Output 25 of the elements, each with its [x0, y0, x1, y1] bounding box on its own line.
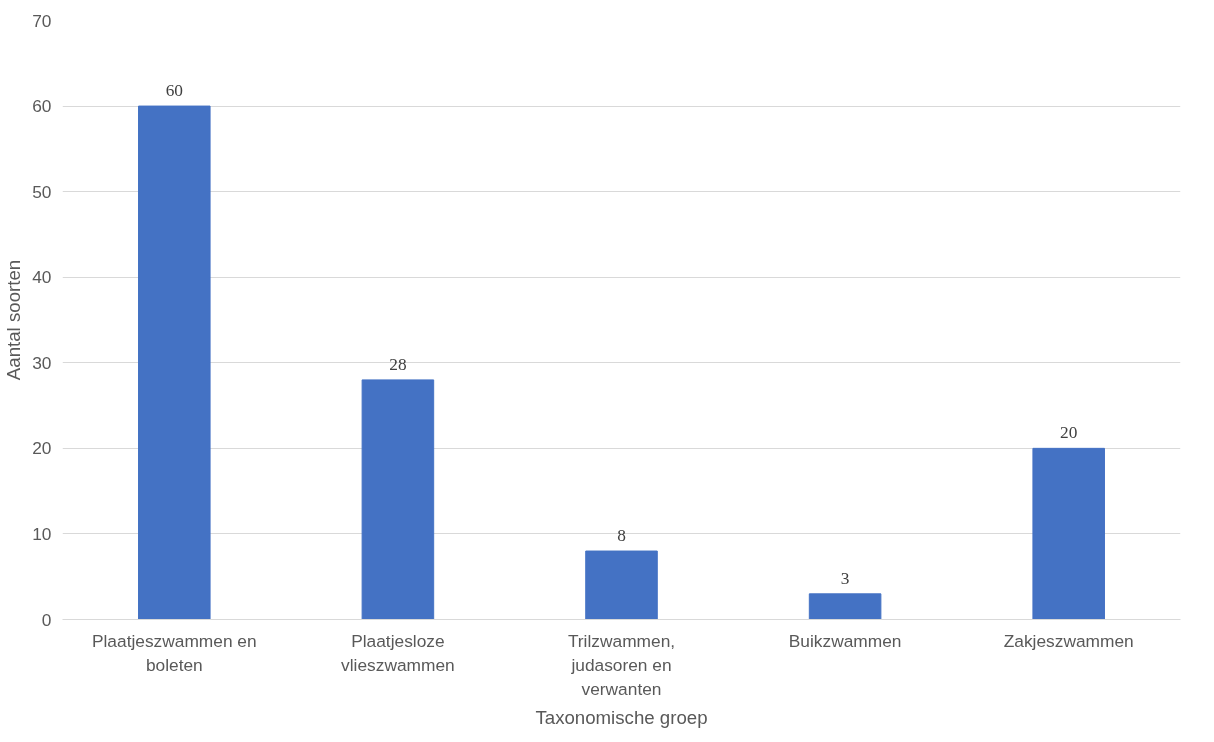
y-tick-label: 70	[32, 10, 52, 31]
y-tick-label: 0	[41, 609, 52, 630]
bar	[808, 593, 882, 620]
bar	[1032, 447, 1105, 620]
y-tick-label: 50	[32, 181, 52, 202]
data-label: 8	[617, 526, 626, 546]
y-tick-label: 40	[32, 267, 52, 288]
bar	[361, 379, 435, 620]
y-axis-title: Aantal soorten	[3, 259, 25, 381]
x-tick-label: Trilzwammen, judasoren en verwanten	[567, 630, 676, 699]
y-tick-label: 60	[32, 96, 52, 117]
data-label: 60	[165, 81, 183, 101]
x-tick-label: Buikzwammen	[788, 630, 902, 651]
y-tick-label: 10	[32, 523, 52, 544]
bar	[585, 550, 658, 620]
data-label: 3	[840, 568, 850, 588]
x-tick-label: Plaatjesloze vlieszwammen	[341, 630, 455, 675]
data-label: 20	[1060, 423, 1078, 443]
data-label: 28	[389, 354, 407, 374]
y-tick-label: 20	[32, 438, 52, 459]
x-tick-label: Zakjeszwammen	[1003, 630, 1134, 651]
x-tick-label: Plaatjeszwammen en boleten	[91, 630, 257, 675]
bar	[138, 105, 211, 620]
y-tick-label: 30	[32, 352, 52, 373]
x-axis-title: Taxonomische groep	[535, 706, 708, 728]
